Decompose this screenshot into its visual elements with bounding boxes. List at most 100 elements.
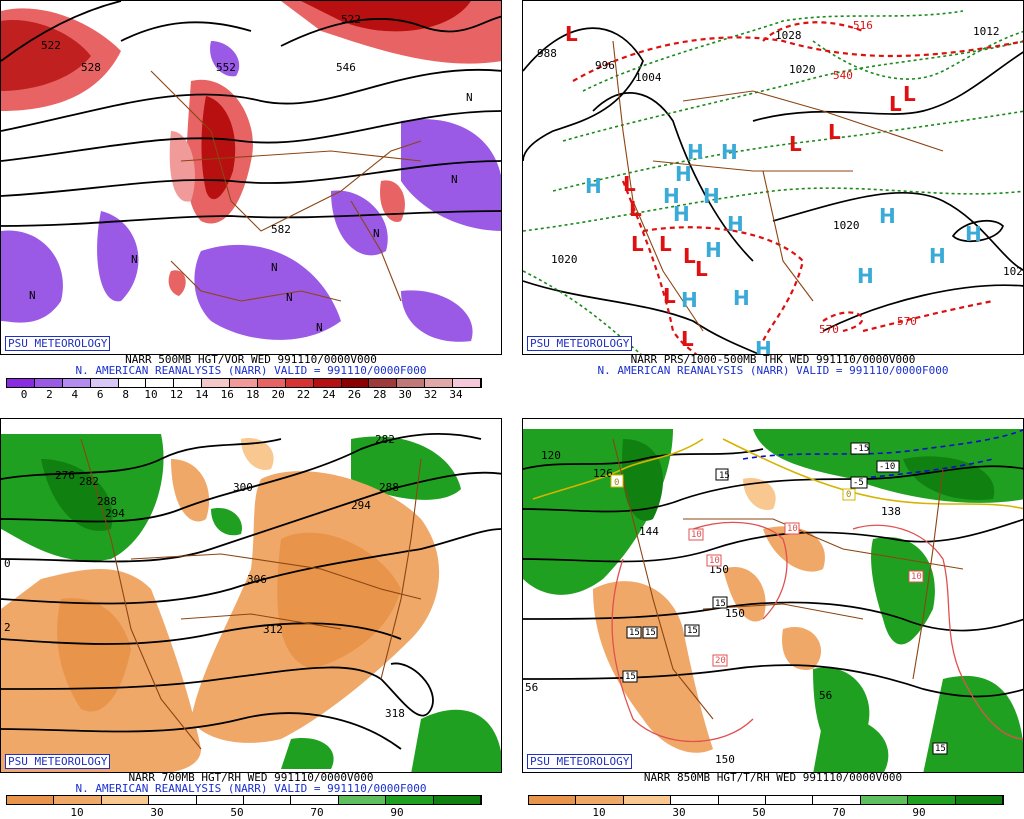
colorbar-swatch [196, 796, 244, 804]
colorbar-tick-label: 30 [150, 806, 164, 819]
label-n3: N [271, 261, 278, 274]
colorbar-swatch [313, 379, 342, 387]
t-label-150c: 150 [715, 753, 735, 766]
temp-15: 15 [625, 672, 636, 682]
colorbar-tick-label: 90 [912, 806, 926, 819]
panel-500mb-hgt-vor: 522 528 522 546 552 582 N N N N N N N N … [0, 0, 502, 401]
colorbar-swatch [955, 796, 1003, 804]
map-700mb: 276 282 288 294 300 306 312 318 282 288 … [0, 418, 502, 773]
low-marker: L [903, 82, 916, 106]
label-546: 546 [336, 61, 356, 74]
low-marker: L [629, 197, 642, 221]
temp-10: 10 [787, 524, 798, 534]
colorbar-swatch [202, 379, 230, 387]
high-marker: H [585, 174, 602, 198]
colorbar-tick-label: 24 [322, 388, 336, 401]
colorbar-tick-label: 2 [46, 388, 53, 401]
colorbar-swatch [62, 379, 91, 387]
low-marker: L [683, 244, 696, 268]
panel-subtitle: N. AMERICAN REANALYSIS (NARR) VALID = 99… [597, 364, 949, 377]
colorbar-tick-label: 30 [672, 806, 686, 819]
thk-label-516: 516 [853, 19, 873, 32]
psu-branding: PSU METEOROLOGY [5, 336, 111, 351]
colorbar-tick-label: 20 [271, 388, 285, 401]
high-marker: H [857, 264, 874, 288]
temp-10: 10 [691, 530, 702, 540]
colorbar-swatch [576, 796, 624, 804]
temp-15: 15 [629, 628, 640, 638]
colorbar-swatch [338, 796, 387, 804]
prs-label-1020b: 1020 [551, 253, 578, 266]
colorbar-tick-label: 18 [246, 388, 260, 401]
colorbar-swatch [908, 796, 956, 804]
label-528: 528 [81, 61, 101, 74]
colorbar-swatch [813, 796, 861, 804]
colorbar-swatch [90, 379, 119, 387]
temp-boxes: 15 15 15 15 15 15 15 -15 -5 -10 10 10 10… [610, 442, 948, 755]
high-marker: H [675, 162, 692, 186]
map-500mb-svg: 522 528 522 546 552 582 N N N N N N N N [1, 1, 501, 354]
temp-15: 15 [719, 471, 730, 481]
panel-title: NARR PRS/1000-500MB THK WED 991110/0000V… [630, 353, 916, 366]
high-marker: H [663, 184, 680, 208]
colorbar-swatch [7, 796, 55, 804]
colorbar-tick-label: 6 [96, 388, 104, 401]
panel-prs-thickness: 988 996 1004 1028 1020 1012 1020 1020 10… [522, 0, 1024, 400]
rh-label-300: 300 [233, 481, 253, 494]
colorbar-tick-label: 8 [122, 388, 129, 401]
high-marker: H [879, 204, 896, 228]
colorbar-swatch [149, 796, 197, 804]
rh-label-318: 318 [385, 707, 405, 720]
high-marker: H [755, 337, 772, 355]
rh-label-282b: 282 [375, 433, 395, 446]
label-522a: 522 [41, 39, 61, 52]
label-552: 552 [216, 61, 236, 74]
map-prs-svg: 988 996 1004 1028 1020 1012 1020 1020 10… [523, 1, 1023, 355]
colorbar-swatch [230, 379, 258, 387]
rh-label-294b: 294 [351, 499, 371, 512]
label-n1: N [29, 289, 36, 302]
colorbar-swatch [291, 796, 339, 804]
high-marker: H [733, 286, 750, 310]
colorbar-tick-label: 4 [71, 388, 79, 401]
rh-label-282a: 282 [79, 475, 99, 488]
colorbar-swatch [257, 379, 286, 387]
colorbar-tick-label: 12 [169, 388, 184, 401]
rh-label-312: 312 [263, 623, 283, 636]
low-marker: L [789, 132, 802, 156]
colorbar-swatch [341, 379, 370, 387]
colorbar-swatch [671, 796, 719, 804]
label-522b: 522 [341, 13, 361, 26]
colorbar-swatch [718, 796, 766, 804]
high-marker: H [965, 222, 982, 246]
prs-label-1020c: 1020 [833, 219, 860, 232]
colorbar-swatch [54, 796, 102, 804]
rh-colorbar [528, 795, 1004, 805]
rh-colorbar [6, 795, 482, 805]
temp-minus10: -10 [879, 462, 895, 472]
colorbar-swatch [118, 379, 147, 387]
colorbar-tick-label: 32 [423, 388, 438, 401]
thk-label-540: 540 [833, 69, 853, 82]
temp-minus15: -15 [853, 444, 869, 454]
low-marker: L [889, 92, 902, 116]
colorbar-tick-label: 30 [398, 388, 412, 401]
colorbar-swatch [397, 379, 426, 387]
vorticity-colorbar-ticks: 0 2 4 6 8 10 12 14 16 18 20 22 24 26 28 30 32 34 [0, 388, 502, 401]
temp-20: 20 [715, 656, 726, 666]
temp-15: 15 [645, 628, 656, 638]
t-label-56b: 56 [819, 689, 832, 702]
low-pressure-markers: L L L L L L L L L L L L L [565, 22, 916, 351]
t-label-126: 126 [593, 467, 613, 480]
colorbar-swatch [174, 379, 203, 387]
high-marker: H [705, 238, 722, 262]
high-marker: H [721, 140, 738, 164]
colorbar-tick-label: 16 [220, 388, 234, 401]
label-n8: N [316, 321, 323, 334]
colorbar-swatch [623, 796, 672, 804]
prs-label-1012: 1012 [973, 25, 1000, 38]
low-marker: L [623, 172, 636, 196]
temp-0: 0 [614, 478, 619, 488]
prs-label-1020a: 1020 [789, 63, 816, 76]
high-marker: H [727, 212, 744, 236]
